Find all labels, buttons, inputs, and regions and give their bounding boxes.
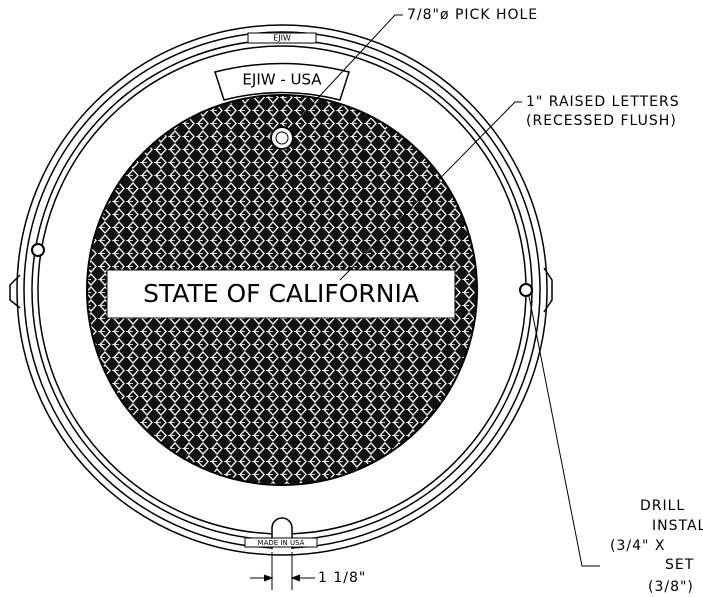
callout: 1" RAISED LETTERS [526, 94, 680, 110]
pick-hole-inner [276, 132, 288, 144]
bolt [520, 284, 532, 296]
callout: (3/4" X [610, 538, 665, 554]
rim-text: EJIW [273, 34, 291, 43]
callout: (3/8") [648, 579, 694, 595]
bottom-text: MADE IN USA [258, 539, 305, 547]
callout: 7/8"ø PICK HOLE [407, 7, 538, 23]
dimension: 1 1/8" [318, 570, 366, 586]
nameplate-text: STATE OF CALIFORNIA [143, 279, 419, 308]
callout: SET [665, 557, 694, 573]
page: {"callouts": {"pick_hole": "7/8\"ø PICK … [0, 0, 703, 597]
badge-text: EJIW - USA [242, 71, 322, 89]
callout: INSTAL [652, 518, 703, 534]
bolt [32, 244, 44, 256]
callout: (RECESSED FLUSH) [526, 113, 677, 129]
drawing: EJIW - USA EJIW STATE OF CALIFORNIA MADE… [0, 0, 703, 597]
callout: DRILL [640, 498, 685, 514]
